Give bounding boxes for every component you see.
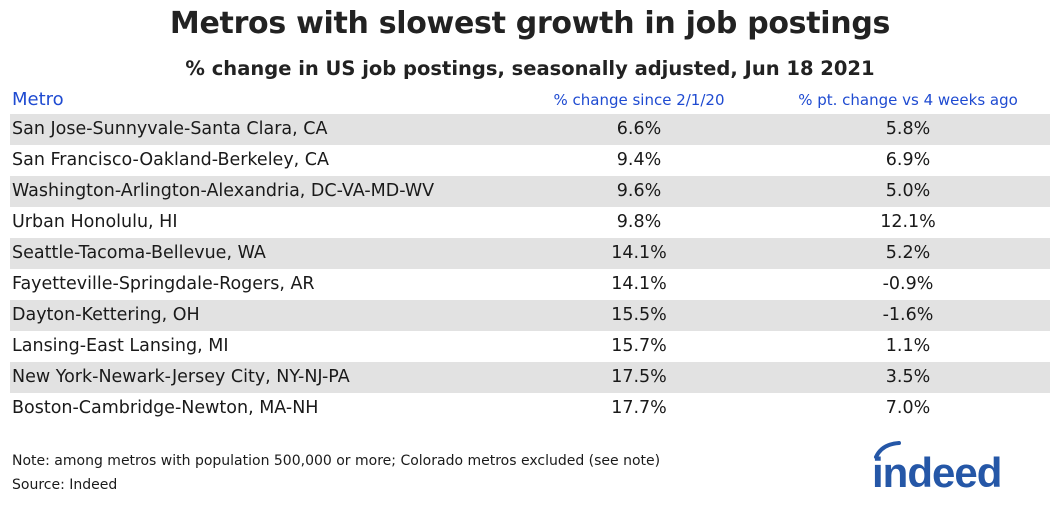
header-change-since: % change since 2/1/20 — [553, 91, 725, 109]
change-4wk-cell: 6.9% — [885, 150, 931, 170]
metro-cell: San Jose-Sunnyvale-Santa Clara, CA — [12, 119, 328, 139]
table-row: San Jose-Sunnyvale-Santa Clara, CA 6.6% … — [10, 114, 1050, 145]
change-since-cell: 14.1% — [611, 274, 667, 294]
change-since-cell: 14.1% — [611, 243, 667, 263]
source-line: Source: Indeed — [12, 477, 118, 493]
change-since-cell: 15.7% — [611, 336, 667, 356]
metro-cell: Fayetteville-Springdale-Rogers, AR — [12, 274, 315, 294]
table-row: Urban Honolulu, HI 9.8% 12.1% — [10, 207, 1050, 238]
change-4wk-cell: 1.1% — [885, 336, 931, 356]
change-since-cell: 9.4% — [616, 150, 662, 170]
table-row: Lansing-East Lansing, MI 15.7% 1.1% — [10, 331, 1050, 362]
metro-cell: Lansing-East Lansing, MI — [12, 336, 229, 356]
change-since-cell: 9.8% — [616, 212, 662, 232]
table-row: Boston-Cambridge-Newton, MA-NH 17.7% 7.0… — [10, 393, 1050, 424]
change-4wk-cell: 7.0% — [885, 398, 931, 418]
change-4wk-cell: 3.5% — [885, 367, 931, 387]
table-row: Fayetteville-Springdale-Rogers, AR 14.1%… — [10, 269, 1050, 300]
header-change-4wk: % pt. change vs 4 weeks ago — [798, 91, 1018, 109]
indeed-logo-icon: indeed — [872, 441, 1002, 496]
footnote: Note: among metros with population 500,0… — [12, 453, 661, 469]
change-4wk-cell: 12.1% — [880, 212, 936, 232]
change-4wk-cell: 5.2% — [885, 243, 931, 263]
table-row: San Francisco-Oakland-Berkeley, CA 9.4% … — [10, 145, 1050, 176]
change-since-cell: 9.6% — [616, 181, 662, 201]
change-since-cell: 17.5% — [611, 367, 667, 387]
metro-cell: Boston-Cambridge-Newton, MA-NH — [12, 398, 319, 418]
change-4wk-cell: 5.0% — [885, 181, 931, 201]
change-since-cell: 6.6% — [616, 119, 662, 139]
metro-cell: Dayton-Kettering, OH — [12, 305, 200, 325]
table-header: Metro % change since 2/1/20 % pt. change… — [0, 89, 1060, 113]
table-row: New York-Newark-Jersey City, NY-NJ-PA 17… — [10, 362, 1050, 393]
table-row: Seattle-Tacoma-Bellevue, WA 14.1% 5.2% — [10, 238, 1050, 269]
chart-title: Metros with slowest growth in job postin… — [169, 6, 891, 41]
change-4wk-cell: -1.6% — [882, 305, 934, 325]
change-since-cell: 15.5% — [611, 305, 667, 325]
header-metro: Metro — [12, 89, 64, 110]
logo-wordmark: indeed — [872, 449, 1001, 496]
table-row: Dayton-Kettering, OH 15.5% -1.6% — [10, 300, 1050, 331]
data-table: San Jose-Sunnyvale-Santa Clara, CA 6.6% … — [10, 114, 1050, 424]
logo-arc — [874, 441, 901, 459]
metro-cell: New York-Newark-Jersey City, NY-NJ-PA — [12, 367, 350, 387]
metro-cell: Urban Honolulu, HI — [12, 212, 178, 232]
chart-subtitle: % change in US job postings, seasonally … — [185, 57, 875, 80]
change-since-cell: 17.7% — [611, 398, 667, 418]
metro-cell: Washington-Arlington-Alexandria, DC-VA-M… — [12, 181, 435, 201]
change-4wk-cell: -0.9% — [882, 274, 934, 294]
table-row: Washington-Arlington-Alexandria, DC-VA-M… — [10, 176, 1050, 207]
metro-cell: Seattle-Tacoma-Bellevue, WA — [12, 243, 266, 263]
change-4wk-cell: 5.8% — [885, 119, 931, 139]
metro-cell: San Francisco-Oakland-Berkeley, CA — [12, 150, 329, 170]
